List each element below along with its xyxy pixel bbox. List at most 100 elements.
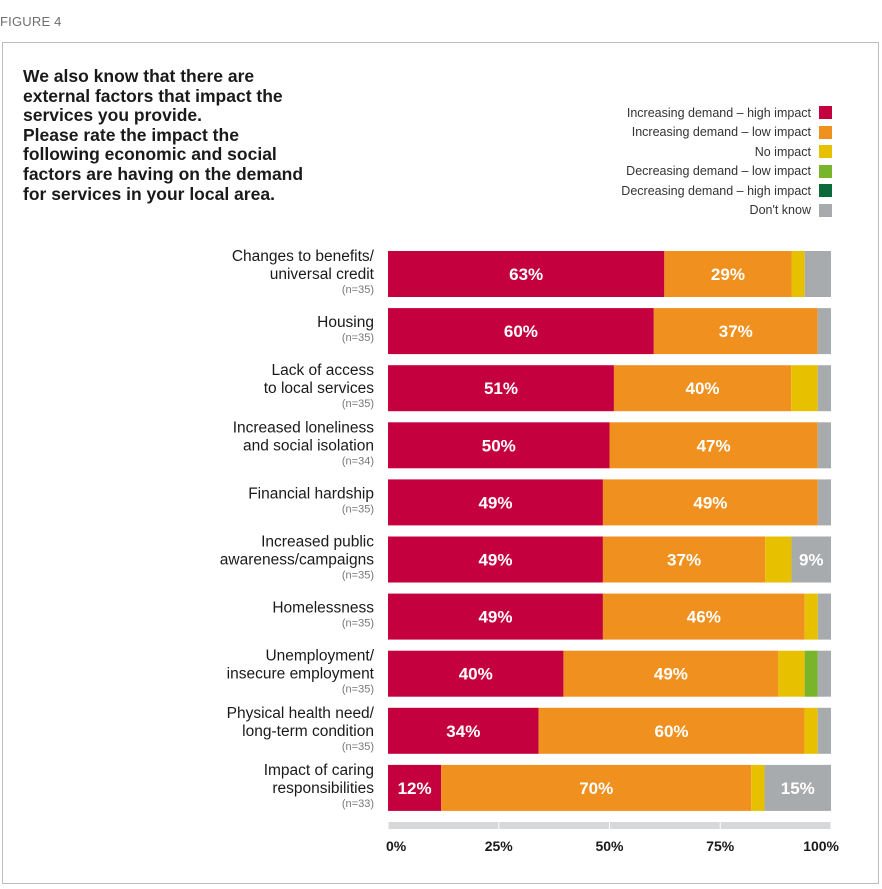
data-label: 29% [711, 265, 745, 284]
legend-item-low-increase: Increasing demand – low impact [621, 123, 832, 143]
legend-swatch [819, 145, 832, 159]
x-tick-label: 50% [595, 838, 624, 854]
data-label: 49% [478, 608, 512, 627]
category-label: to local services [264, 380, 375, 397]
legend-item-high-increase: Increasing demand – high impact [621, 103, 832, 123]
data-label: 49% [654, 665, 688, 684]
category-label: Impact of caring [264, 762, 374, 779]
sample-size-label: (n=35) [342, 684, 374, 696]
bar-segment [791, 365, 818, 412]
data-label: 9% [799, 551, 824, 570]
category-label: Lack of access [271, 362, 374, 379]
data-label: 34% [446, 722, 480, 741]
sample-size-label: (n=35) [342, 284, 374, 296]
x-tick-label: 75% [706, 838, 735, 854]
legend-swatch [819, 125, 832, 139]
title-line: We also know that there are [23, 66, 255, 86]
bar-segment [388, 536, 603, 583]
category-label: Increased public [261, 534, 374, 551]
legend-label: No impact [754, 144, 811, 159]
bar-segment [804, 707, 818, 754]
category-label: responsibilities [272, 780, 374, 797]
sample-size-label: (n=35) [342, 332, 374, 344]
data-label: 49% [478, 551, 512, 570]
bar-segment [388, 764, 442, 811]
title-line: for services in your local area. [23, 183, 275, 204]
figure-frame [2, 42, 879, 884]
bar-segment [441, 764, 752, 811]
legend-label: Increasing demand – high impact [626, 105, 811, 120]
category-label: Increased loneliness [233, 419, 375, 436]
bar-segment [388, 593, 603, 640]
bar-segment [791, 536, 831, 583]
data-label: 49% [478, 493, 512, 512]
bar-segment [804, 251, 831, 297]
sample-size-label: (n=35) [342, 618, 374, 630]
bar-segment [388, 308, 654, 355]
sample-size-label: (n=33) [342, 798, 374, 810]
category-label: Changes to benefits/ [232, 248, 375, 265]
bar-segment [388, 707, 539, 754]
sample-size-label: (n=35) [342, 741, 374, 753]
sample-size-label: (n=34) [342, 455, 374, 467]
legend-label: Decreasing demand – high impact [621, 183, 811, 198]
chart-title: We also know that there are external fac… [23, 66, 363, 204]
category-label: awareness/campaigns [220, 552, 374, 569]
data-label: 40% [686, 379, 720, 398]
x-tick-label: 25% [485, 838, 514, 854]
legend-label: Decreasing demand – low impact [626, 164, 811, 179]
bar-segment [388, 650, 564, 697]
legend-item-low-decrease: Decreasing demand – low impact [621, 162, 832, 182]
data-label: 70% [579, 779, 613, 798]
bar-segment [653, 308, 818, 355]
category-label: long-term condition [242, 723, 374, 740]
category-label: Housing [317, 314, 374, 331]
bar-segment [388, 251, 665, 297]
category-label: Physical health need/ [227, 705, 375, 722]
legend-swatch [819, 203, 832, 217]
bar-segment [388, 422, 610, 469]
category-label: Homelessness [272, 600, 374, 617]
bar-segment [804, 593, 818, 640]
legend-swatch [819, 184, 832, 198]
data-label: 60% [504, 322, 538, 341]
bar-segment [764, 764, 831, 811]
bar-segment [778, 650, 805, 697]
data-label: 12% [398, 779, 432, 798]
data-label: 37% [719, 322, 753, 341]
chart-legend: Increasing demand – high impact Increasi… [621, 103, 832, 220]
bar-segment [538, 707, 805, 754]
data-label: 60% [655, 722, 689, 741]
sample-size-label: (n=35) [342, 503, 374, 515]
bar-segment [817, 365, 831, 412]
x-tick-label: 0% [386, 838, 407, 854]
bar-segment [602, 536, 766, 583]
category-label: insecure employment [227, 666, 375, 683]
bar-segment [817, 479, 831, 526]
legend-label: Increasing demand – low impact [631, 125, 811, 140]
bar-segment [791, 251, 805, 297]
bar-segment [817, 707, 831, 754]
title-line: factors are having on the demand [23, 163, 304, 184]
bar-segment [804, 650, 818, 697]
legend-item-high-decrease: Decreasing demand – high impact [621, 181, 832, 201]
bar-segment [817, 650, 831, 697]
bar-segment [609, 422, 818, 469]
x-tick-label: 100% [803, 838, 839, 854]
data-label: 37% [667, 551, 701, 570]
data-label: 51% [484, 379, 518, 398]
title-line: Please rate the impact the [23, 124, 239, 145]
bar-segment [765, 536, 792, 583]
data-label: 40% [459, 665, 493, 684]
bar-segment [563, 650, 779, 697]
bar-segment [751, 764, 765, 811]
data-label: 49% [693, 493, 727, 512]
bar-segment [817, 422, 831, 469]
legend-swatch [819, 164, 832, 178]
legend-label: Don't know [749, 203, 811, 218]
bar-segment [388, 365, 614, 412]
bar-segment [388, 479, 603, 526]
data-label: 47% [697, 436, 731, 455]
sample-size-label: (n=35) [342, 570, 374, 582]
